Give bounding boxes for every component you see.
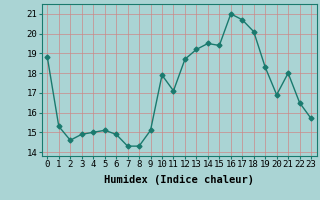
X-axis label: Humidex (Indice chaleur): Humidex (Indice chaleur) <box>104 175 254 185</box>
